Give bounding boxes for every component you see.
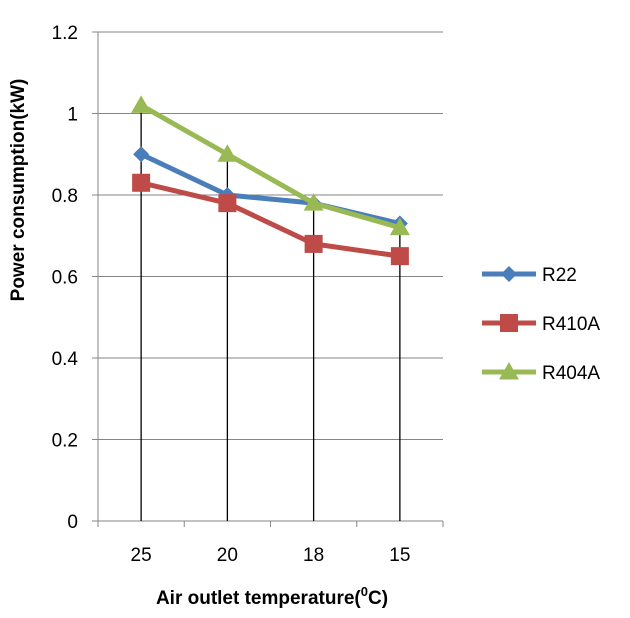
y-tick-label: 0.8 (52, 186, 78, 207)
y-tick-label: 0.4 (52, 349, 79, 370)
data-point-triangle (217, 144, 238, 162)
x-tick-labels: 25 20 18 15 (131, 545, 411, 566)
series-r404a (131, 95, 410, 236)
y-tick-label: 1 (67, 105, 78, 126)
y-tick-labels: 0 0.2 0.4 0.6 0.8 1 1.2 (52, 23, 79, 533)
legend-label: R404A (542, 363, 600, 384)
series-line (140, 151, 401, 226)
legend-item-r22: R22 (482, 265, 577, 286)
data-point-triangle (499, 362, 519, 380)
x-tick-label: 15 (389, 545, 410, 566)
data-point-square (500, 314, 518, 332)
x-axis-title: Air outlet temperature(0C) (156, 584, 388, 609)
data-point-square (132, 173, 151, 192)
x-axis-title-end: C) (368, 588, 388, 609)
x-tick-label: 25 (131, 545, 152, 566)
x-tick-label: 18 (303, 545, 324, 566)
y-tick-label: 0.6 (52, 268, 78, 289)
data-point-triangle (389, 217, 410, 236)
legend-label: R22 (542, 265, 577, 286)
legend-item-r404a: R404A (482, 362, 600, 384)
axes (92, 31, 444, 527)
y-tick-label: 1.2 (52, 23, 78, 44)
series-group (131, 95, 410, 266)
x-tick-label: 20 (217, 545, 238, 566)
y-tick-label: 0.2 (52, 431, 78, 452)
data-point-square (390, 247, 409, 266)
legend-item-r410a: R410A (482, 314, 600, 335)
data-point-square (304, 234, 323, 253)
data-point-triangle (303, 193, 324, 211)
series-r410a (132, 173, 409, 266)
data-point-diamond (501, 266, 517, 282)
y-tick-label: 0 (67, 512, 78, 533)
data-point-diamond (133, 146, 150, 163)
gridlines (98, 31, 443, 440)
series-line (139, 103, 401, 231)
data-point-square (218, 194, 237, 213)
x-axis-title-main: Air outlet temperature( (156, 588, 361, 609)
x-axis-title-superscript: 0 (361, 584, 368, 599)
legend: R22 R410A R404A (482, 265, 600, 384)
data-point-triangle (131, 95, 152, 113)
y-axis-title: Power consumption(kW) (8, 79, 29, 302)
series-line (140, 180, 401, 259)
drop-lines (140, 105, 401, 521)
legend-label: R410A (542, 314, 600, 335)
